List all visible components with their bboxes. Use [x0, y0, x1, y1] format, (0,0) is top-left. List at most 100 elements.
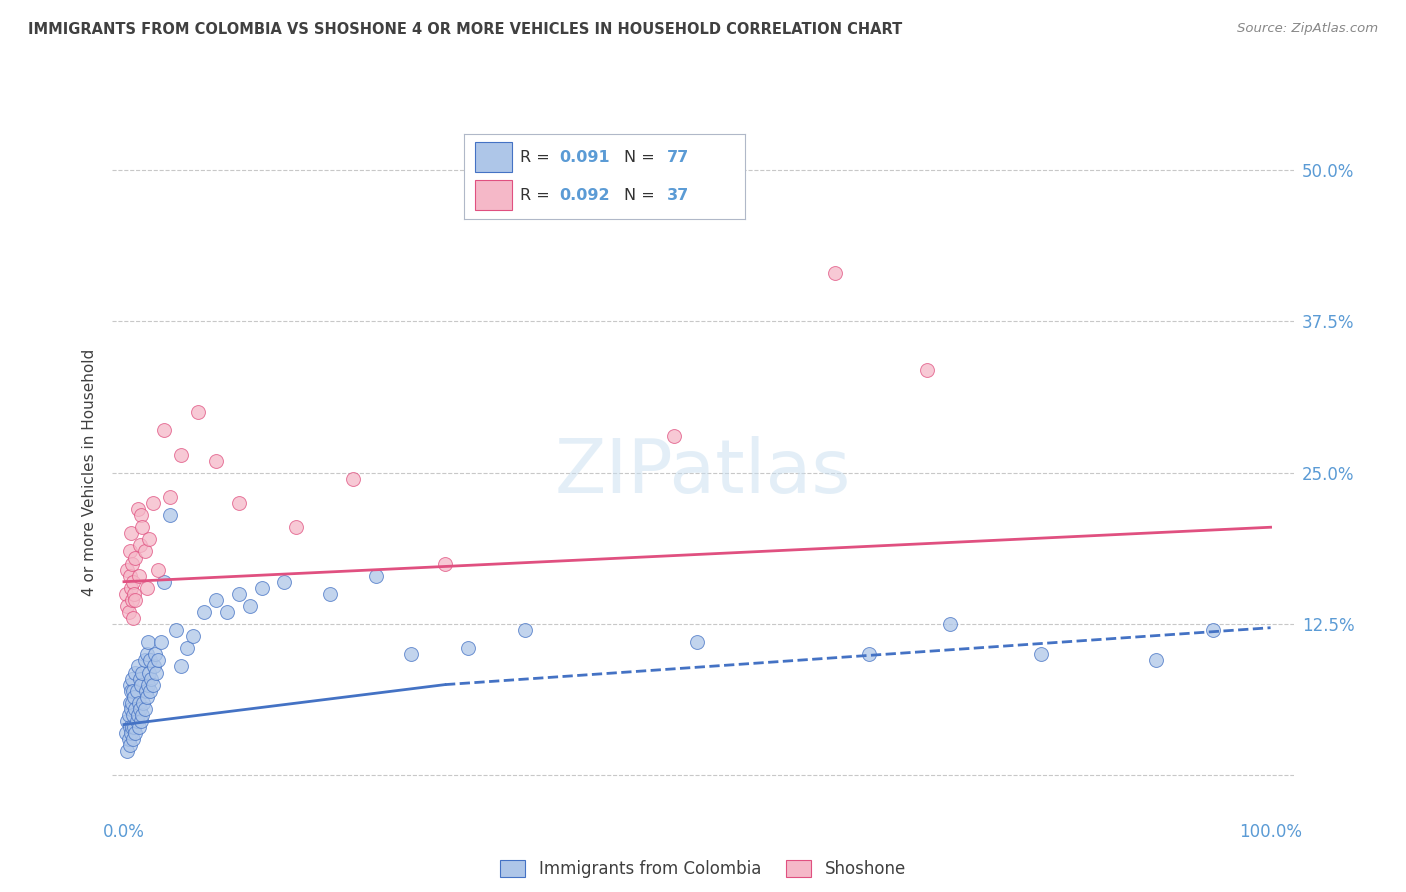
Point [135, 683, 157, 698]
Point [170, 659, 193, 673]
Text: Source: ZipAtlas.com: Source: ZipAtlas.com [1237, 22, 1378, 36]
Point [124, 702, 146, 716]
Y-axis label: 4 or more Vehicles in Household: 4 or more Vehicles in Household [82, 349, 97, 597]
Text: N =: N = [624, 187, 661, 202]
Point [664, 429, 686, 443]
Point [121, 592, 143, 607]
Point [134, 653, 156, 667]
Point [117, 732, 139, 747]
Point [149, 635, 172, 649]
Point [129, 702, 152, 716]
Point [115, 587, 138, 601]
Point [128, 568, 150, 582]
Point [138, 665, 160, 680]
Text: N =: N = [624, 150, 661, 165]
Point [120, 702, 142, 716]
Point [124, 550, 146, 565]
Point [1144, 653, 1167, 667]
Text: ZIPatlas: ZIPatlas [555, 436, 851, 509]
Point [129, 508, 152, 523]
Point [136, 678, 159, 692]
Point [125, 683, 148, 698]
Point [824, 266, 846, 280]
Point [124, 726, 146, 740]
Point [159, 508, 181, 523]
Text: IMMIGRANTS FROM COLOMBIA VS SHOSHONE 4 OR MORE VEHICLES IN HOUSEHOLD CORRELATION: IMMIGRANTS FROM COLOMBIA VS SHOSHONE 4 O… [28, 22, 903, 37]
Point [122, 683, 145, 698]
Point [138, 533, 160, 547]
Point [284, 520, 307, 534]
Point [120, 726, 142, 740]
Point [915, 363, 938, 377]
Point [122, 707, 145, 722]
Point [135, 690, 157, 704]
Point [858, 648, 880, 662]
Text: 0.092: 0.092 [560, 187, 610, 202]
Point [204, 453, 226, 467]
Point [457, 641, 479, 656]
Point [187, 405, 209, 419]
Point [118, 568, 141, 582]
Text: 37: 37 [666, 187, 689, 202]
Point [128, 696, 150, 710]
Point [515, 623, 537, 637]
Point [125, 714, 148, 728]
Point [134, 702, 156, 716]
Point [127, 707, 149, 722]
Point [139, 653, 162, 667]
Point [129, 672, 152, 686]
Point [1202, 623, 1225, 637]
Point [117, 599, 139, 613]
Point [122, 611, 145, 625]
Point [117, 605, 139, 619]
Point [128, 720, 150, 734]
Point [118, 738, 141, 752]
Point [129, 714, 152, 728]
Point [122, 720, 145, 734]
Point [228, 587, 250, 601]
Point [217, 605, 239, 619]
Point [250, 581, 273, 595]
Point [366, 568, 388, 582]
Point [142, 678, 165, 692]
Point [124, 592, 146, 607]
Point [204, 592, 226, 607]
Point [122, 574, 145, 589]
Point [148, 563, 170, 577]
Point [141, 672, 163, 686]
Legend: Immigrants from Colombia, Shoshone: Immigrants from Colombia, Shoshone [494, 854, 912, 885]
Point [228, 496, 250, 510]
Point [127, 502, 149, 516]
Text: R =: R = [520, 187, 555, 202]
Point [131, 665, 153, 680]
Point [120, 581, 142, 595]
Point [142, 496, 165, 510]
Point [342, 472, 364, 486]
Point [176, 641, 198, 656]
Point [159, 490, 181, 504]
Point [143, 648, 166, 662]
Point [273, 574, 295, 589]
Point [120, 683, 142, 698]
Point [129, 678, 152, 692]
Bar [475, 180, 512, 211]
Point [122, 587, 145, 601]
Point [145, 665, 167, 680]
Point [1031, 648, 1053, 662]
Point [153, 424, 176, 438]
Point [239, 599, 262, 613]
Point [170, 448, 193, 462]
Point [142, 659, 165, 673]
Point [165, 623, 187, 637]
Point [122, 732, 145, 747]
Point [135, 648, 157, 662]
Point [115, 726, 138, 740]
Point [139, 683, 162, 698]
Point [129, 538, 152, 552]
Point [131, 707, 153, 722]
Point [938, 617, 960, 632]
Point [117, 744, 139, 758]
Point [117, 707, 139, 722]
Point [120, 526, 142, 541]
Point [121, 672, 143, 686]
